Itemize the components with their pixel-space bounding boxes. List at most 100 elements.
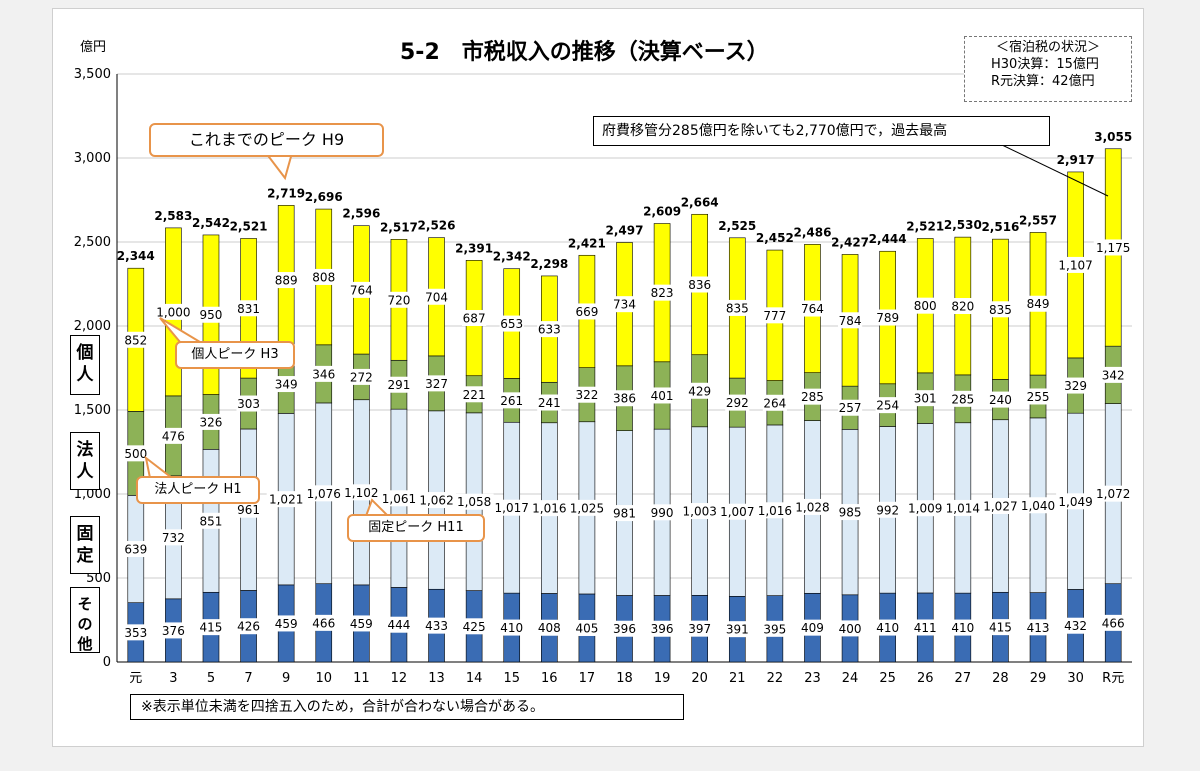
value-label-bg bbox=[349, 281, 374, 298]
value-label-individual: 669 bbox=[575, 305, 598, 319]
x-tick-label: 25 bbox=[879, 671, 896, 686]
value-label-fixed: 1,021 bbox=[269, 493, 303, 507]
value-label-bg bbox=[1025, 388, 1051, 405]
value-label-other: 466 bbox=[1102, 616, 1125, 630]
value-label-bg bbox=[462, 618, 487, 635]
total-label: 2,421 bbox=[568, 236, 606, 250]
value-label-individual: 835 bbox=[726, 301, 749, 315]
value-label-corporate: 261 bbox=[500, 394, 523, 408]
y-tick-label: 3,000 bbox=[74, 151, 111, 166]
value-label-corporate: 292 bbox=[726, 396, 749, 410]
value-label-corporate: 429 bbox=[688, 384, 711, 398]
value-label-individual: 653 bbox=[500, 317, 523, 331]
value-label-bg bbox=[274, 615, 299, 632]
value-label-other: 466 bbox=[312, 616, 335, 630]
value-label-corporate: 329 bbox=[1064, 379, 1087, 393]
value-label-other: 411 bbox=[914, 621, 937, 635]
value-label-fixed: 961 bbox=[237, 503, 260, 517]
value-label-corporate: 303 bbox=[237, 397, 260, 411]
value-label-bg bbox=[687, 620, 712, 637]
value-label-fixed: 1,076 bbox=[307, 487, 341, 501]
value-label-corporate: 301 bbox=[914, 392, 937, 406]
value-label-bg bbox=[755, 502, 795, 519]
value-label-bg bbox=[680, 503, 720, 520]
value-label-bg bbox=[1093, 485, 1133, 502]
side-label-other: その他 bbox=[70, 587, 100, 653]
value-label-bg bbox=[123, 331, 148, 348]
value-label-individual: 789 bbox=[876, 311, 899, 325]
value-label-bg bbox=[1025, 295, 1051, 312]
x-tick-label: 9 bbox=[282, 671, 290, 686]
total-label: 2,609 bbox=[643, 205, 681, 219]
value-label-bg bbox=[236, 618, 261, 635]
value-label-bg bbox=[875, 501, 900, 518]
value-label-bg bbox=[198, 512, 224, 529]
value-label-individual: 764 bbox=[801, 302, 824, 316]
total-label: 2,497 bbox=[606, 224, 644, 238]
value-label-bg bbox=[725, 299, 750, 316]
value-label-other: 459 bbox=[350, 617, 373, 631]
value-label-bg bbox=[875, 309, 900, 326]
value-label-other: 396 bbox=[651, 622, 674, 636]
value-label-individual: 704 bbox=[425, 290, 448, 304]
value-label-fixed: 1,007 bbox=[720, 505, 754, 519]
value-label-bg bbox=[574, 386, 600, 403]
value-label-other: 432 bbox=[1064, 619, 1087, 633]
value-label-individual: 889 bbox=[275, 274, 298, 288]
value-label-bg bbox=[1063, 617, 1088, 634]
value-label-corporate: 401 bbox=[651, 389, 674, 403]
value-label-bg bbox=[574, 303, 600, 320]
transfer-note-leader bbox=[999, 143, 1109, 197]
value-label-bg bbox=[386, 616, 412, 633]
total-label: 2,719 bbox=[267, 186, 305, 200]
x-tick-label: 12 bbox=[391, 671, 408, 686]
x-tick-label: 13 bbox=[428, 671, 445, 686]
value-label-other: 408 bbox=[538, 621, 561, 635]
value-label-bg bbox=[762, 620, 787, 637]
value-label-individual: 835 bbox=[989, 303, 1012, 317]
value-label-corporate: 255 bbox=[1027, 390, 1050, 404]
y-tick-label: 2,000 bbox=[74, 319, 111, 334]
value-label-bg bbox=[567, 499, 607, 516]
value-label-bg bbox=[905, 500, 945, 517]
lodging-tax-header: ＜宿泊税の状況＞ bbox=[995, 40, 1100, 55]
value-label-bg bbox=[349, 615, 374, 632]
callout-peak-fixed: 固定ピーク H11 bbox=[347, 514, 485, 542]
value-label-other: 391 bbox=[726, 623, 749, 637]
value-label-other: 409 bbox=[801, 621, 824, 635]
value-label-individual: 836 bbox=[688, 278, 711, 292]
value-label-fixed: 1,049 bbox=[1058, 495, 1092, 509]
value-label-fixed: 1,009 bbox=[908, 502, 942, 516]
value-label-other: 410 bbox=[951, 621, 974, 635]
value-label-bg bbox=[274, 376, 299, 393]
value-label-individual: 820 bbox=[951, 300, 974, 314]
value-label-corporate: 285 bbox=[801, 390, 824, 404]
total-label: 2,583 bbox=[154, 209, 192, 223]
value-label-bg bbox=[762, 394, 787, 411]
value-label-bg bbox=[1025, 619, 1051, 636]
lodging-tax-line-1: H30決算：15億円 bbox=[991, 57, 1099, 72]
value-label-other: 397 bbox=[688, 622, 711, 636]
value-label-bg bbox=[198, 306, 224, 323]
total-label: 2,542 bbox=[192, 216, 230, 230]
value-label-fixed: 1,058 bbox=[457, 495, 491, 509]
value-label-bg bbox=[792, 498, 832, 515]
value-label-other: 410 bbox=[500, 621, 523, 635]
value-label-fixed: 1,003 bbox=[683, 505, 717, 519]
value-label-bg bbox=[725, 394, 750, 411]
value-label-bg bbox=[687, 276, 712, 293]
x-tick-label: 27 bbox=[955, 671, 972, 686]
value-label-corporate: 272 bbox=[350, 370, 373, 384]
x-tick-label: 11 bbox=[353, 671, 370, 686]
value-label-bg bbox=[574, 619, 600, 636]
total-label: 2,526 bbox=[418, 219, 456, 233]
value-label-individual: 1,175 bbox=[1096, 241, 1130, 255]
value-label-fixed: 1,102 bbox=[344, 486, 378, 500]
x-tick-label: 10 bbox=[315, 671, 332, 686]
total-label: 2,696 bbox=[305, 190, 343, 204]
value-label-bg bbox=[913, 297, 938, 314]
total-label: 2,516 bbox=[981, 220, 1019, 234]
value-label-bg bbox=[454, 493, 494, 510]
value-label-bg bbox=[1056, 493, 1096, 510]
value-label-corporate: 221 bbox=[463, 388, 486, 402]
